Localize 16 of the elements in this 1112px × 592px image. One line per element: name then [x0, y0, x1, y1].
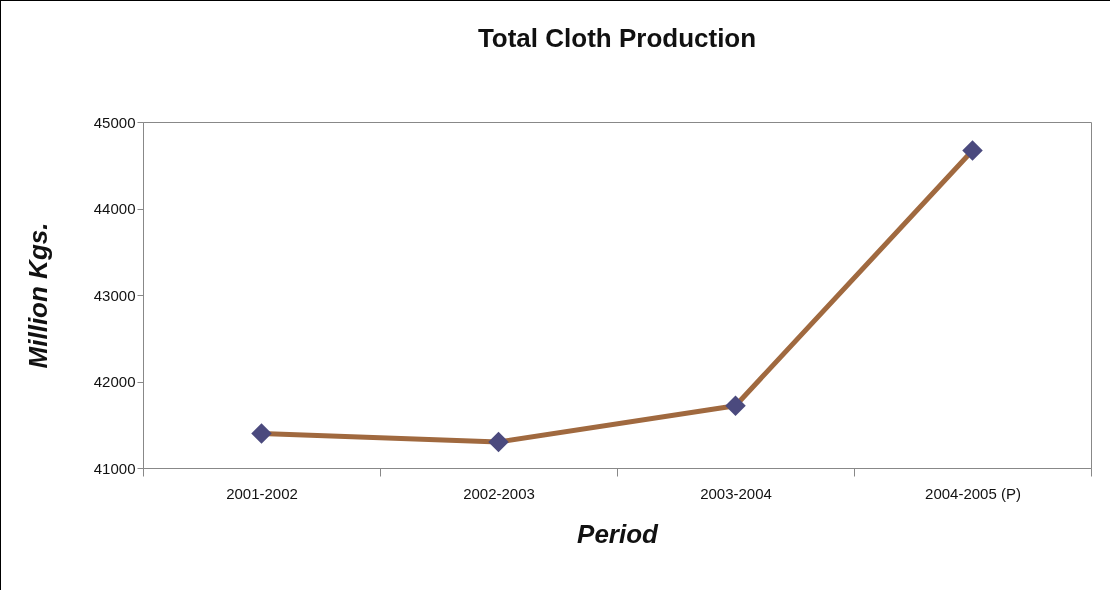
x-tick-label: 2002-2003 [463, 484, 535, 502]
x-tick-label: 2004-2005 (P) [925, 484, 1021, 502]
point [251, 423, 272, 444]
y-tick-label: 44000 [93, 200, 136, 217]
point [488, 431, 509, 453]
y-tick-label: 42000 [93, 373, 136, 390]
x-tick-label: 2003-2004 [700, 484, 772, 502]
point [725, 395, 746, 416]
x-tick-label: 2001-2002 [226, 484, 298, 502]
y-tick-label: 41000 [93, 459, 136, 477]
point [962, 140, 983, 161]
x-axis-title: Period [577, 518, 660, 549]
y-axis-title: Million Kgs. [22, 222, 53, 369]
chart-title: Total Cloth Production [477, 23, 757, 53]
y-tick-label: 45000 [93, 113, 136, 131]
y-tick-label: 43000 [93, 286, 136, 304]
